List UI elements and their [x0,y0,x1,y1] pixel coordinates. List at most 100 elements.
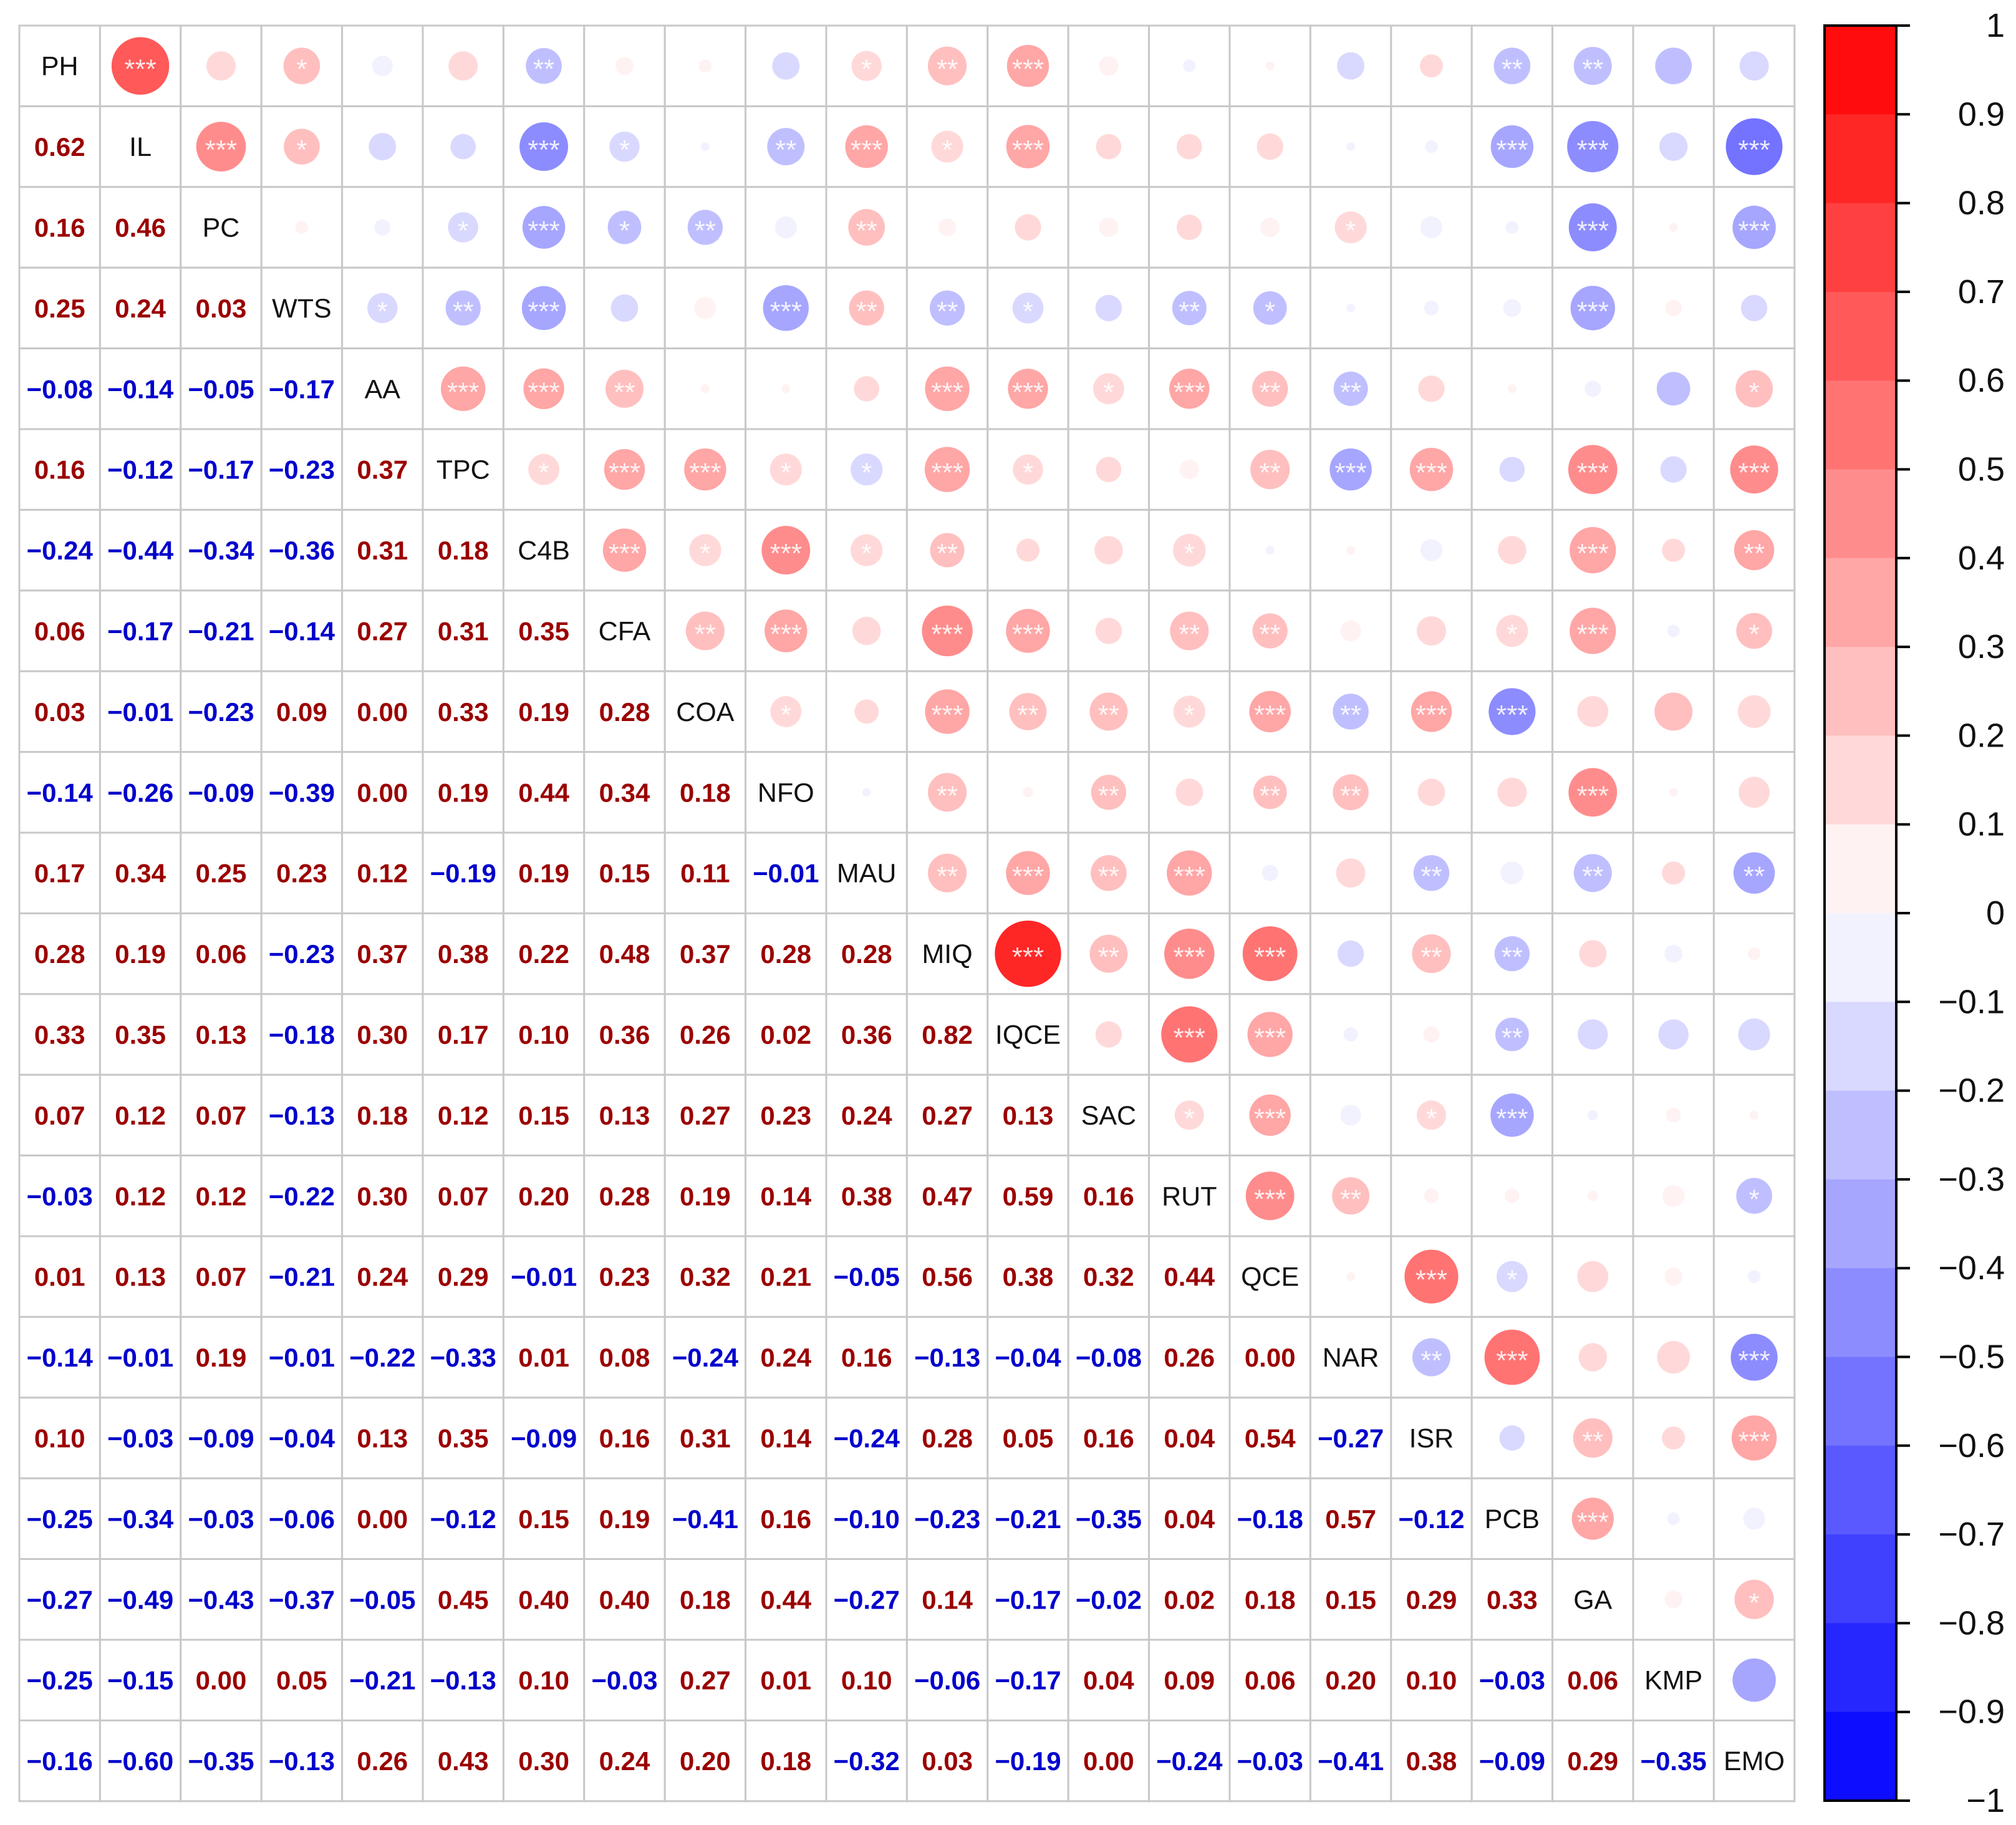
corr-value-NAR-AA: −0.22 [349,1343,415,1372]
cell-CFA-CFA [583,589,666,672]
corr-circle-RUT-QCE [1245,1171,1295,1221]
significance-mark-NAR-ISR: ** [1420,1345,1442,1376]
corr-value-KMP-MAU: 0.10 [841,1666,892,1695]
corr-circle-MAU-NAR [1336,858,1366,888]
colorbar-tick-label: 0.3 [1958,628,2005,666]
colorbar-segment [1825,1090,1896,1180]
corr-value-KMP-PCB: −0.03 [1479,1666,1545,1695]
corr-value-COA-AA: 0.00 [357,697,408,727]
corr-circle-PC-ISR [1420,216,1443,239]
colorbar-tick-label: 0.9 [1958,95,2005,133]
significance-mark-PH-MAU: * [861,54,872,85]
cell-PCB-PH [18,1477,101,1561]
corr-circle-NAR-ISR [1412,1338,1451,1377]
cell-EMO-CFA [583,1719,666,1803]
corr-circle-WTS-NAR [1346,303,1356,312]
corr-circle-RUT-PCB [1505,1188,1520,1204]
variable-label-KMP: KMP [1644,1666,1702,1696]
corr-value-C4B-TPC: 0.18 [438,536,489,565]
corr-value-ISR-PC: −0.09 [188,1424,254,1453]
cell-CFA-TPC [422,589,504,672]
corr-value-GA-COA: 0.18 [680,1585,731,1614]
corr-circle-PC-GA [1568,203,1617,251]
matrix-cells: PH *** * ** * ** *** ** **0.62 IL *** * *** * ** *** * **… [18,24,1796,1803]
corr-circle-QCE-NAR [1346,1272,1356,1281]
significance-mark-CFA-COA: ** [695,619,716,650]
corr-value-ISR-MIQ: 0.28 [922,1424,973,1453]
variable-label-IQCE: IQCE [995,1020,1061,1050]
cell-QCE-RUT [1148,1235,1231,1318]
significance-mark-IL-GA: *** [1577,135,1609,165]
colorbar-tick-label: −0.8 [1938,1604,2005,1642]
cell-RUT-TPC [422,1155,504,1237]
corr-value-MIQ-PC: 0.06 [196,939,247,969]
corr-value-COA-TPC: 0.33 [438,697,489,727]
corr-circle-RUT-NAR [1332,1177,1370,1215]
significance-mark-AA-SAC: * [1103,377,1114,407]
corr-circle-CFA-SAC [1095,617,1122,644]
significance-mark-CFA-IQCE: *** [1012,619,1044,650]
corr-circle-IL-KMP [1659,132,1688,161]
significance-mark-AA-NAR: ** [1340,377,1361,407]
cell-GA-ISR [1390,1558,1473,1641]
cell-PCB-NAR [1309,1477,1392,1561]
corr-circle-AA-MAU [854,375,880,402]
corr-value-SAC-IQCE: 0.13 [1003,1101,1054,1130]
significance-mark-C4B-RUT: * [1184,538,1195,569]
corr-circle-IL-MIQ [931,130,963,163]
corr-circle-IL-GA [1567,121,1619,173]
corr-circle-PCB-GA [1571,1498,1614,1540]
cell-C4B-TPC [422,508,504,592]
corr-value-CFA-AA: 0.27 [357,617,408,646]
corr-circle-MAU-KMP [1662,861,1686,885]
corr-circle-MIQ-IQCE [995,920,1061,987]
corr-circle-COA-IQCE [1009,692,1047,730]
corr-circle-IL-PCB [1490,125,1534,168]
corr-value-QCE-COA: 0.32 [680,1262,731,1292]
corr-circle-PC-SAC [1099,217,1119,238]
significance-mark-NAR-PCB: *** [1496,1345,1528,1376]
corr-value-EMO-RUT: −0.24 [1156,1746,1223,1776]
corr-circle-IQCE-KMP [1658,1019,1689,1050]
corr-value-CFA-WTS: −0.14 [269,617,335,646]
cell-QCE-SAC [1067,1235,1150,1318]
corr-circle-C4B-CFA [602,528,647,572]
corr-value-GA-TPC: 0.45 [438,1585,489,1614]
corr-value-EMO-PCB: −0.09 [1479,1746,1545,1776]
variable-label-TPC: TPC [436,455,490,485]
corr-value-RUT-WTS: −0.22 [269,1181,335,1211]
corr-value-IQCE-MAU: 0.36 [841,1020,892,1050]
corr-circle-PH-COA [698,59,712,72]
significance-mark-AA-QCE: ** [1260,377,1281,407]
corr-circle-WTS-SAC [1095,294,1122,322]
corr-circle-WTS-AA [367,293,398,324]
corr-value-EMO-PC: −0.35 [188,1746,254,1776]
cell-MAU-TPC [422,831,504,914]
corr-circle-CFA-EMO [1736,612,1772,649]
corr-value-QCE-RUT: 0.44 [1164,1262,1215,1292]
corr-value-EMO-IL: −0.60 [107,1746,173,1776]
significance-mark-IL-MIQ: * [942,135,953,165]
cell-PCB-WTS [260,1477,344,1561]
corr-value-QCE-MAU: −0.05 [834,1262,900,1292]
corr-value-RUT-SAC: 0.16 [1083,1181,1134,1211]
significance-mark-IL-PCB: *** [1496,135,1528,165]
cell-QCE-WTS [260,1235,344,1318]
corr-value-MAU-PH: 0.17 [34,859,85,888]
colorbar-tick-label: 0.4 [1958,540,2005,577]
corr-value-MIQ-WTS: −0.23 [269,939,335,969]
corr-value-MAU-COA: 0.11 [680,859,730,888]
corr-value-PCB-COA: −0.41 [672,1504,738,1534]
cell-NFO-WTS [260,751,344,834]
cell-KMP-TPC [422,1639,504,1721]
corr-circle-RUT-EMO [1736,1178,1772,1214]
corr-circle-C4B-PCB [1498,536,1526,564]
corr-circle-C4B-ISR [1420,539,1443,561]
corr-value-GA-MAU: −0.27 [834,1585,900,1614]
corr-value-SAC-CFA: 0.13 [599,1101,650,1130]
variable-label-PC: PC [203,213,240,243]
corr-circle-IQCE-GA [1578,1019,1608,1050]
corr-value-PCB-CFA: 0.19 [599,1504,650,1534]
corr-value-EMO-KMP: −0.35 [1641,1746,1707,1776]
colorbar-segment [1825,469,1896,559]
